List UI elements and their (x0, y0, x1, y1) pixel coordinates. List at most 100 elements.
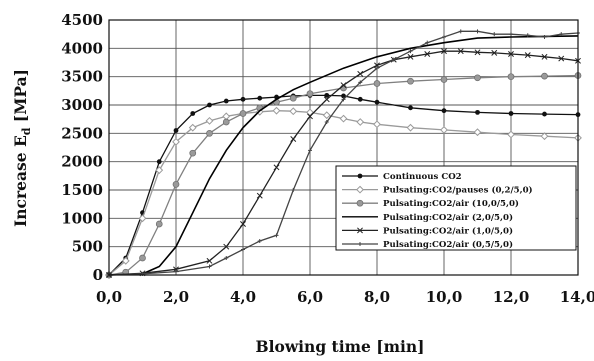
data-point (542, 111, 547, 117)
y-tick-label: 4500 (61, 11, 103, 29)
data-point (407, 77, 414, 85)
data-point (340, 82, 347, 89)
data-point (322, 111, 331, 120)
data-point (172, 137, 180, 146)
data-point (155, 166, 164, 175)
data-point (507, 130, 515, 139)
y-tick-label: 2000 (61, 153, 103, 171)
data-point (121, 256, 130, 265)
data-point (307, 113, 313, 120)
x-tick-label: 4,0 (230, 288, 256, 306)
y-tick-labels: 0 500 1000 1500 2000 2500 3000 3500 4000 4500 (61, 11, 103, 284)
data-point (240, 96, 246, 102)
data-point (492, 32, 497, 37)
data-point (474, 49, 481, 56)
series-group (105, 29, 582, 279)
data-point (156, 159, 162, 165)
x-tick-label: 8,0 (364, 288, 390, 306)
data-point (222, 112, 231, 121)
data-point (358, 80, 363, 85)
legend-label: Pulsating:CO2/pauses (0,2/5,0) (383, 185, 533, 196)
data-point (374, 99, 380, 105)
data-point (357, 70, 364, 77)
data-point (440, 126, 448, 134)
data-point (207, 102, 212, 108)
legend-label: Pulsating:CO2/air (10,0/5,0) (383, 198, 519, 209)
data-point (308, 148, 312, 153)
series-line (108, 35, 579, 276)
data-point (373, 80, 381, 87)
data-point (240, 221, 246, 227)
data-point (224, 256, 229, 260)
data-point (356, 118, 365, 126)
data-point (458, 29, 463, 34)
y-tick-label: 3000 (61, 96, 103, 114)
data-point (291, 188, 296, 192)
x-axis-label: Blowing time [min] (256, 337, 425, 356)
data-point (542, 35, 547, 39)
data-point (273, 164, 280, 171)
data-point (425, 40, 430, 45)
data-point (172, 180, 180, 188)
data-point (373, 120, 381, 129)
data-point (174, 269, 178, 274)
data-point (138, 214, 147, 223)
data-point (290, 136, 297, 142)
data-point (189, 149, 197, 157)
data-point (508, 111, 514, 116)
data-point (474, 74, 481, 82)
data-point (139, 254, 146, 262)
y-tick-label: 3500 (61, 68, 103, 86)
legend-item: Pulsating:CO2/air (2,0/5,0) (342, 212, 513, 223)
x-tick-label: 6,0 (297, 288, 323, 306)
series-3 (105, 72, 582, 279)
data-point (475, 109, 480, 115)
y-tick-label: 2500 (61, 124, 103, 142)
data-point (155, 220, 163, 228)
legend-label: Pulsating:CO2/air (2,0/5,0) (383, 212, 513, 223)
legend-item: Pulsating:CO2/air (1,0/5,0) (342, 225, 513, 236)
data-point (475, 29, 480, 34)
series-line (108, 50, 579, 276)
data-point (540, 132, 549, 141)
series-5 (106, 48, 581, 278)
y-tick-label: 1500 (61, 181, 103, 199)
y-axis-label-unit: [MPa] (11, 69, 30, 128)
data-point (274, 233, 279, 238)
data-point (541, 53, 548, 60)
data-point (408, 49, 413, 54)
data-point (173, 128, 179, 133)
data-point (188, 123, 197, 132)
x-tick-label: 10,0 (426, 288, 463, 306)
data-point (323, 96, 330, 103)
data-point (407, 53, 414, 60)
data-point (440, 76, 448, 83)
data-point (375, 66, 379, 71)
legend-item: Pulsating:CO2/pauses (0,2/5,0) (342, 185, 533, 196)
y-tick-label: 4000 (61, 39, 103, 57)
data-point (424, 51, 431, 57)
data-point (341, 93, 346, 99)
data-point (257, 239, 262, 243)
data-point (406, 123, 415, 132)
data-point (241, 247, 245, 252)
y-tick-label: 500 (72, 238, 103, 256)
y-tick-label: 0 (93, 266, 103, 284)
data-point (223, 98, 229, 104)
data-point (558, 55, 565, 62)
data-point (408, 105, 413, 111)
data-point (491, 49, 498, 56)
data-point (257, 95, 263, 101)
data-point (441, 48, 447, 55)
data-point (306, 90, 314, 98)
x-tick-label: 14,0 (560, 288, 594, 306)
data-point (357, 173, 363, 179)
data-point (541, 72, 548, 80)
data-point (289, 107, 298, 116)
data-point (341, 97, 346, 102)
data-point (391, 57, 396, 62)
data-point (357, 227, 363, 234)
data-point (339, 114, 348, 123)
legend-label: Pulsating:CO2/air (1,0/5,0) (383, 225, 513, 236)
data-point (190, 111, 196, 116)
